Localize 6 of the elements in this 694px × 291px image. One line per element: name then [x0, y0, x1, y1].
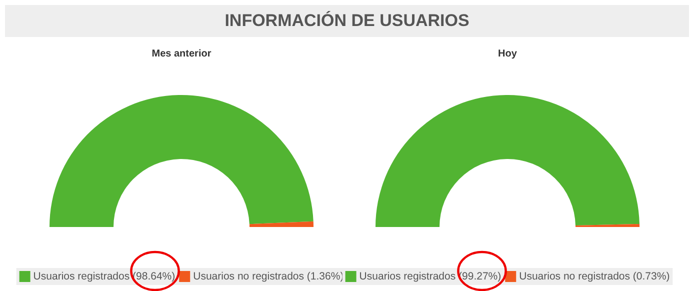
legend-label: Usuarios no registrados (0.73%) — [519, 270, 670, 282]
chart-title: Hoy — [498, 48, 518, 60]
legend-label: Usuarios no registrados (1.36%) — [193, 270, 344, 282]
text: INFORMACIÓN DE USUARIOS — [5, 5, 689, 37]
chart-title: Mes anterior — [152, 48, 212, 60]
legend-label: Usuarios registrados (98.64%) — [33, 270, 176, 282]
